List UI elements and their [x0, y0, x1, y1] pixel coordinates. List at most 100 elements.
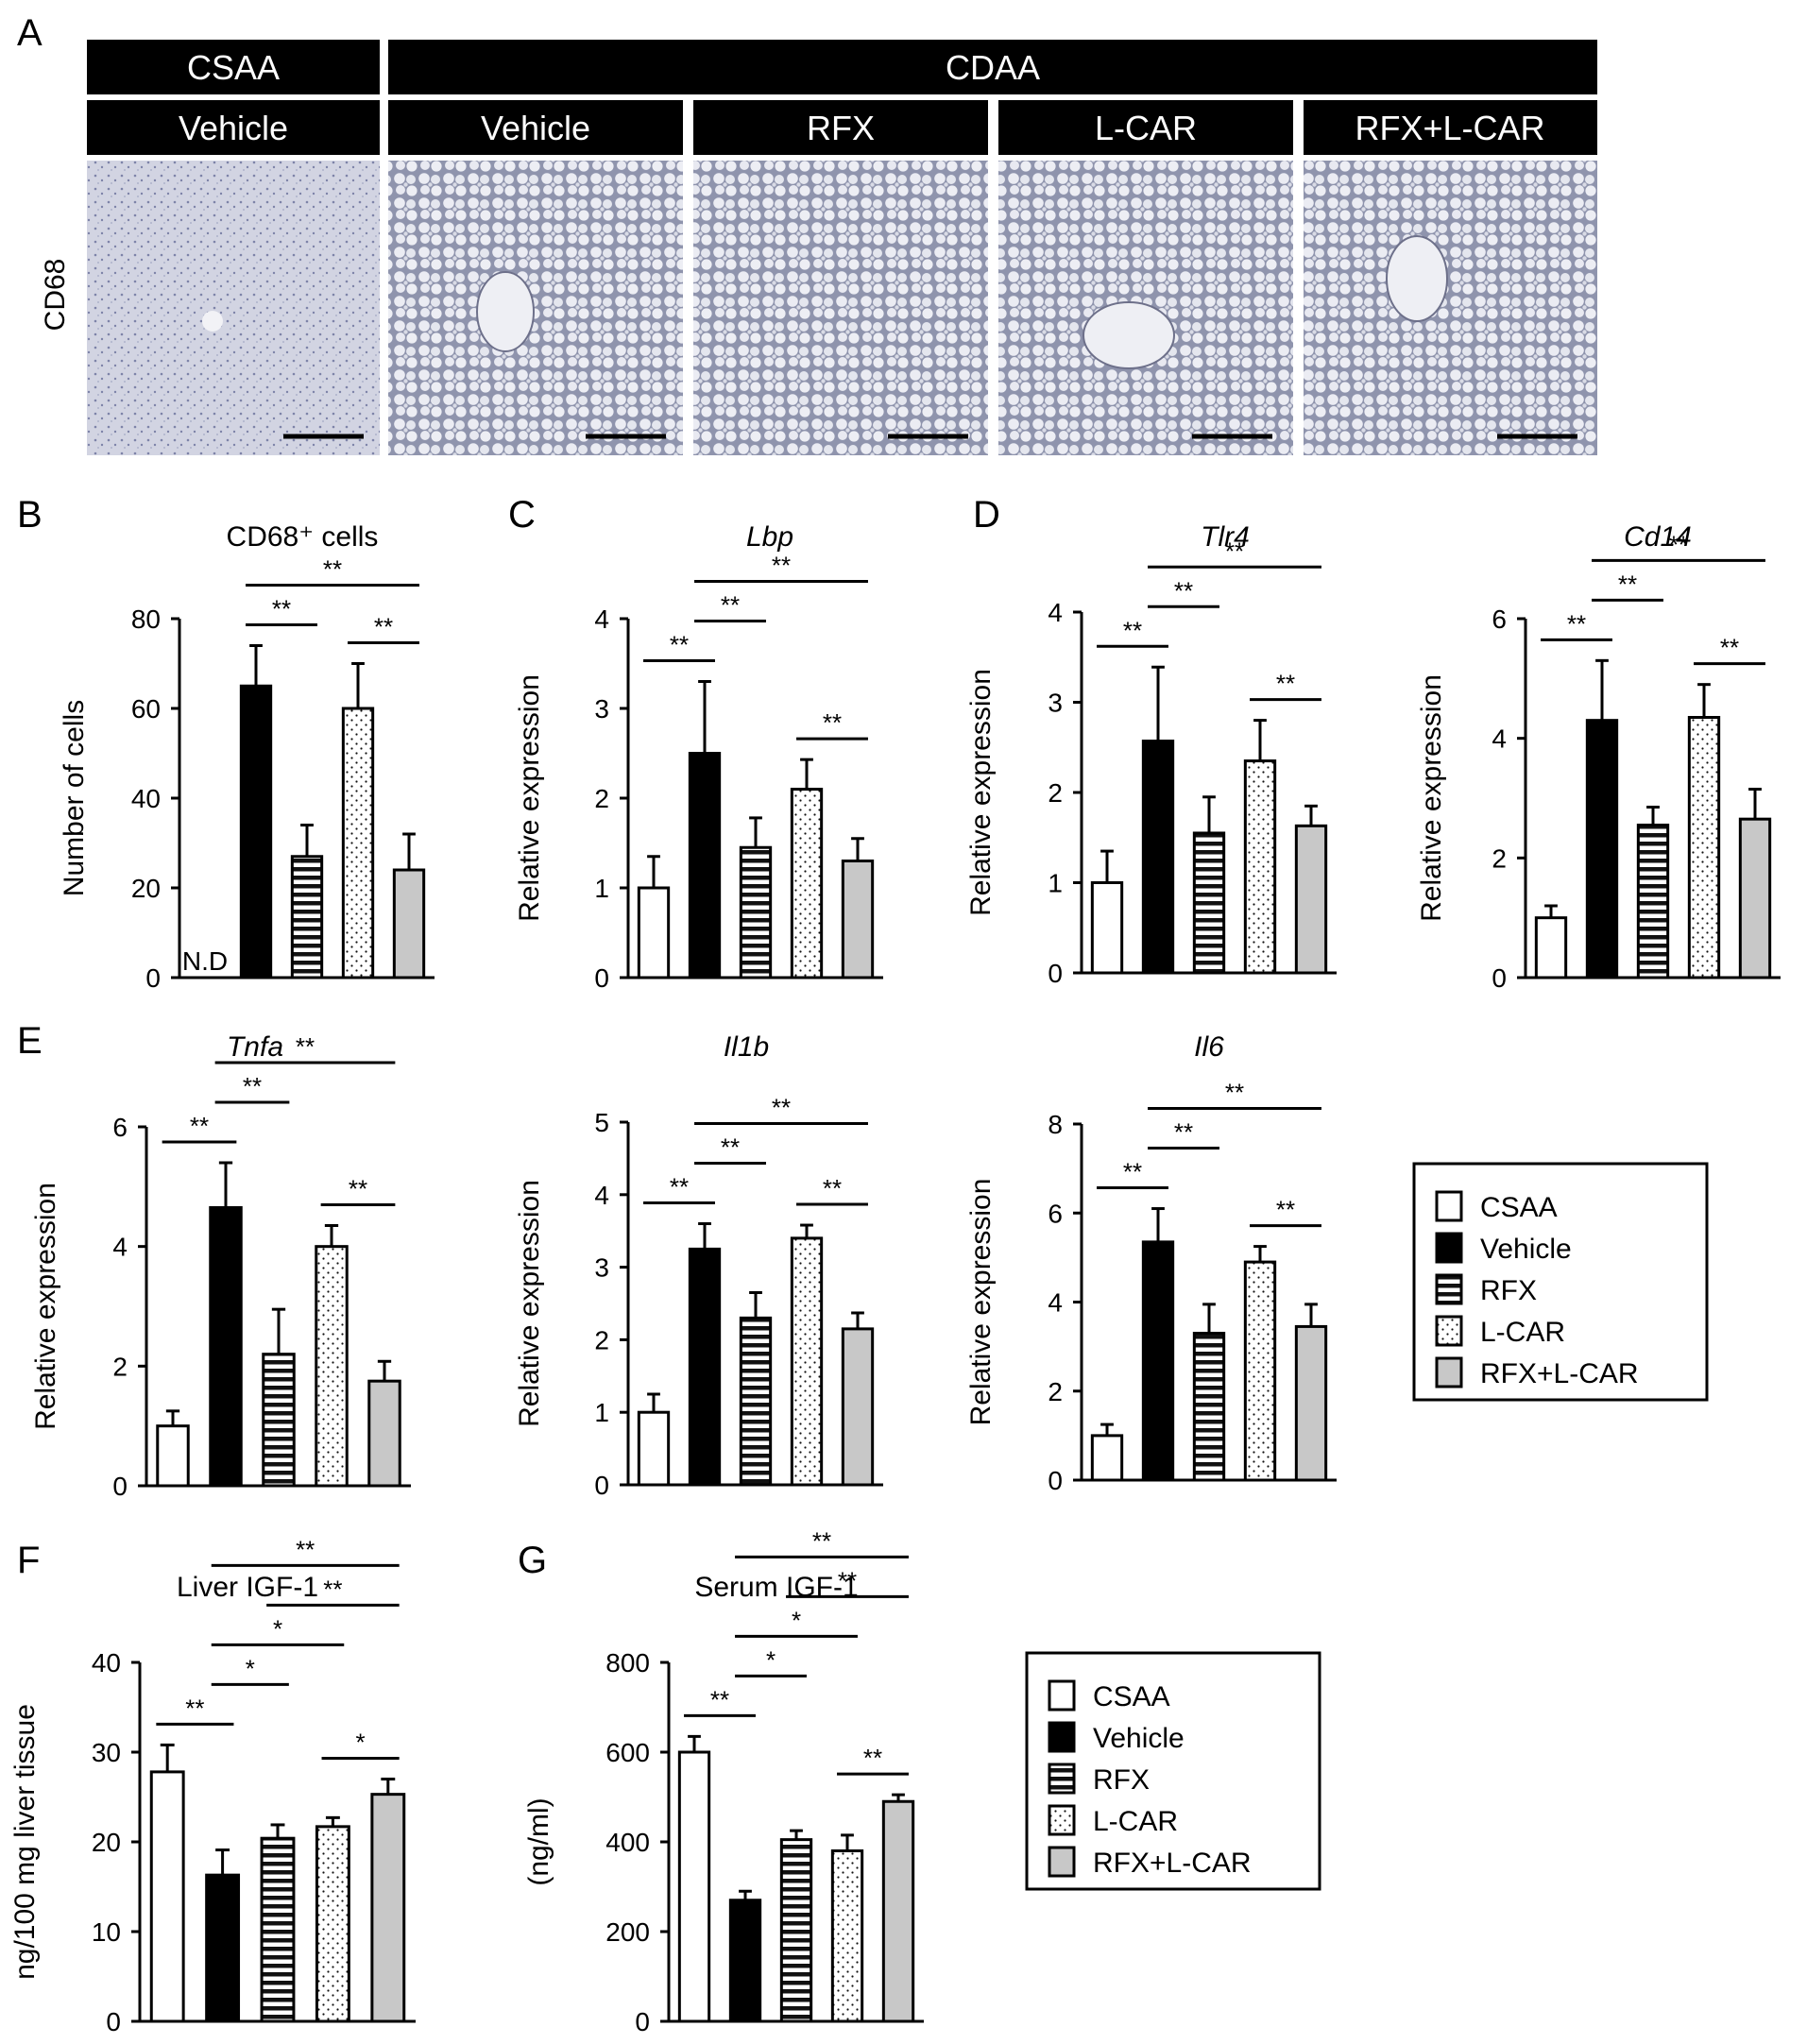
chart-tnfa: Tnfa Relative expression 0 2 4 6 ** ** ** ** — [30, 1031, 411, 1501]
bar-vehicle — [728, 1899, 762, 2023]
significance-label: * — [273, 1614, 282, 1643]
y-tick-label: 0 — [1492, 963, 1507, 993]
bar-l-car — [315, 1245, 349, 1488]
panel-letter-d: D — [973, 494, 1000, 536]
significance-label: ** — [185, 1694, 204, 1722]
group-header-label-2: RFX — [807, 109, 875, 147]
chart-title: Cd14 — [1624, 521, 1692, 553]
bar-csaa — [677, 1750, 711, 2023]
y-tick-label: 30 — [92, 1738, 121, 1767]
chart-title: Liver IGF-1 — [177, 1572, 318, 1603]
y-tick-label: 6 — [1492, 605, 1507, 634]
chart-title: Tnfa — [227, 1031, 283, 1063]
y-tick-label: 10 — [92, 1917, 121, 1947]
significance-label: ** — [1567, 609, 1586, 638]
y-tick-label: 1 — [594, 1398, 609, 1427]
y-tick-label: 400 — [605, 1828, 650, 1857]
bar-rfx-l-car — [841, 860, 875, 979]
bar-vehicle — [239, 684, 273, 979]
y-tick-label: 5 — [594, 1108, 609, 1137]
y-tick-label: 4 — [594, 1181, 609, 1210]
bar-rfx — [779, 1838, 813, 2023]
bar-rfx — [260, 1836, 296, 2023]
y-tick-label: 1 — [1048, 869, 1063, 898]
y-tick-label: 4 — [112, 1233, 128, 1262]
legend-swatch-csaa — [1435, 1190, 1463, 1222]
significance-label: ** — [1123, 616, 1142, 644]
group-header-label-4: RFX+L-CAR — [1355, 109, 1544, 147]
y-tick-label: 6 — [1048, 1199, 1063, 1228]
y-axis-label: Relative expression — [514, 674, 545, 922]
legend-box — [1025, 1651, 1321, 1891]
y-tick-label: 20 — [131, 874, 161, 903]
legend-label: CSAA — [1093, 1681, 1170, 1712]
bar-vehicle — [688, 1247, 722, 1487]
legend-label: RFX — [1093, 1764, 1150, 1796]
bar-l-car — [830, 1849, 864, 2023]
bar-rfx-l-car — [1294, 1324, 1328, 1482]
y-axis-label: Relative expression — [1416, 674, 1447, 922]
legend-swatch-l-car — [1048, 1804, 1076, 1836]
group-header-label-1: Vehicle — [481, 109, 590, 147]
legend-swatch-csaa — [1048, 1679, 1076, 1712]
bar-csaa — [1090, 881, 1124, 975]
y-tick-label: 80 — [131, 605, 161, 634]
group-header-bar-0 — [87, 100, 380, 155]
y-tick-label: 2 — [594, 784, 609, 813]
significance-label: ** — [1225, 537, 1244, 565]
significance-label: ** — [823, 708, 842, 737]
y-tick-label: 0 — [106, 2007, 121, 2036]
significance-label: ** — [721, 591, 740, 620]
bar-rfx — [739, 1316, 773, 1487]
bar-l-car — [1243, 759, 1277, 975]
legend-swatch-vehicle — [1048, 1721, 1076, 1753]
legend-label: Vehicle — [1480, 1234, 1572, 1265]
bar-vehicle — [205, 1873, 241, 2023]
legend-swatch-rfx-l-car — [1048, 1846, 1076, 1878]
bar-csaa — [637, 886, 671, 979]
legend-label: L-CAR — [1480, 1317, 1565, 1348]
legend-box — [1412, 1162, 1709, 1402]
significance-label: ** — [772, 552, 791, 580]
bar-csaa — [1534, 916, 1568, 979]
bar-vehicle — [209, 1206, 243, 1488]
bar-l-car — [1243, 1260, 1277, 1482]
legend-label: CSAA — [1480, 1192, 1558, 1223]
y-tick-label: 2 — [112, 1352, 128, 1381]
y-axis-label: Relative expression — [965, 1179, 997, 1426]
y-tick-label: 0 — [112, 1472, 128, 1501]
y-tick-label: 0 — [1048, 1466, 1063, 1495]
chart-il6: Il6 Relative expression 0 2 4 6 8 ** ** ** ** — [965, 1031, 1337, 1495]
significance-label: ** — [670, 1173, 689, 1201]
micrograph-cdaa-rfx-lcar — [1304, 161, 1597, 455]
y-tick-label: 4 — [1048, 1288, 1063, 1318]
significance-label: ** — [838, 1566, 857, 1594]
chart-title: Lbp — [746, 521, 793, 553]
group-header-label-3: L-CAR — [1095, 109, 1197, 147]
significance-label: ** — [243, 1072, 262, 1100]
bar-rfx — [1192, 1331, 1226, 1482]
significance-label: ** — [323, 555, 342, 584]
bar-vehicle — [1141, 1240, 1175, 1482]
significance-label: ** — [710, 1685, 729, 1713]
significance-label: ** — [823, 1174, 842, 1202]
y-tick-label: 2 — [1048, 1377, 1063, 1406]
bar-rfx — [1192, 831, 1226, 975]
micrograph-vessel-4 — [1386, 235, 1448, 322]
y-tick-label: 3 — [1048, 689, 1063, 718]
panel-letter-g: G — [518, 1540, 547, 1581]
chart-il1b: Il1b Relative expression 0 1 2 3 4 5 ** ** ** ** — [514, 1031, 883, 1500]
chart-title: Il1b — [724, 1031, 769, 1063]
y-tick-label: 0 — [1048, 959, 1063, 988]
group-header-bar-1 — [388, 100, 683, 155]
header-cdaa-label: CDAA — [946, 48, 1040, 87]
not-detected-label: N.D — [182, 946, 228, 976]
micrograph-cdaa-vehicle — [388, 161, 683, 455]
significance-label: * — [792, 1606, 801, 1634]
bar-vehicle — [1585, 719, 1619, 979]
significance-label: ** — [772, 1094, 791, 1122]
legend-label: Vehicle — [1093, 1723, 1185, 1754]
legend-expression: CSAA Vehicle RFX L-CAR RFX+L-CAR — [1412, 1162, 1709, 1402]
y-tick-label: 6 — [112, 1113, 128, 1142]
significance-label: * — [356, 1729, 366, 1757]
